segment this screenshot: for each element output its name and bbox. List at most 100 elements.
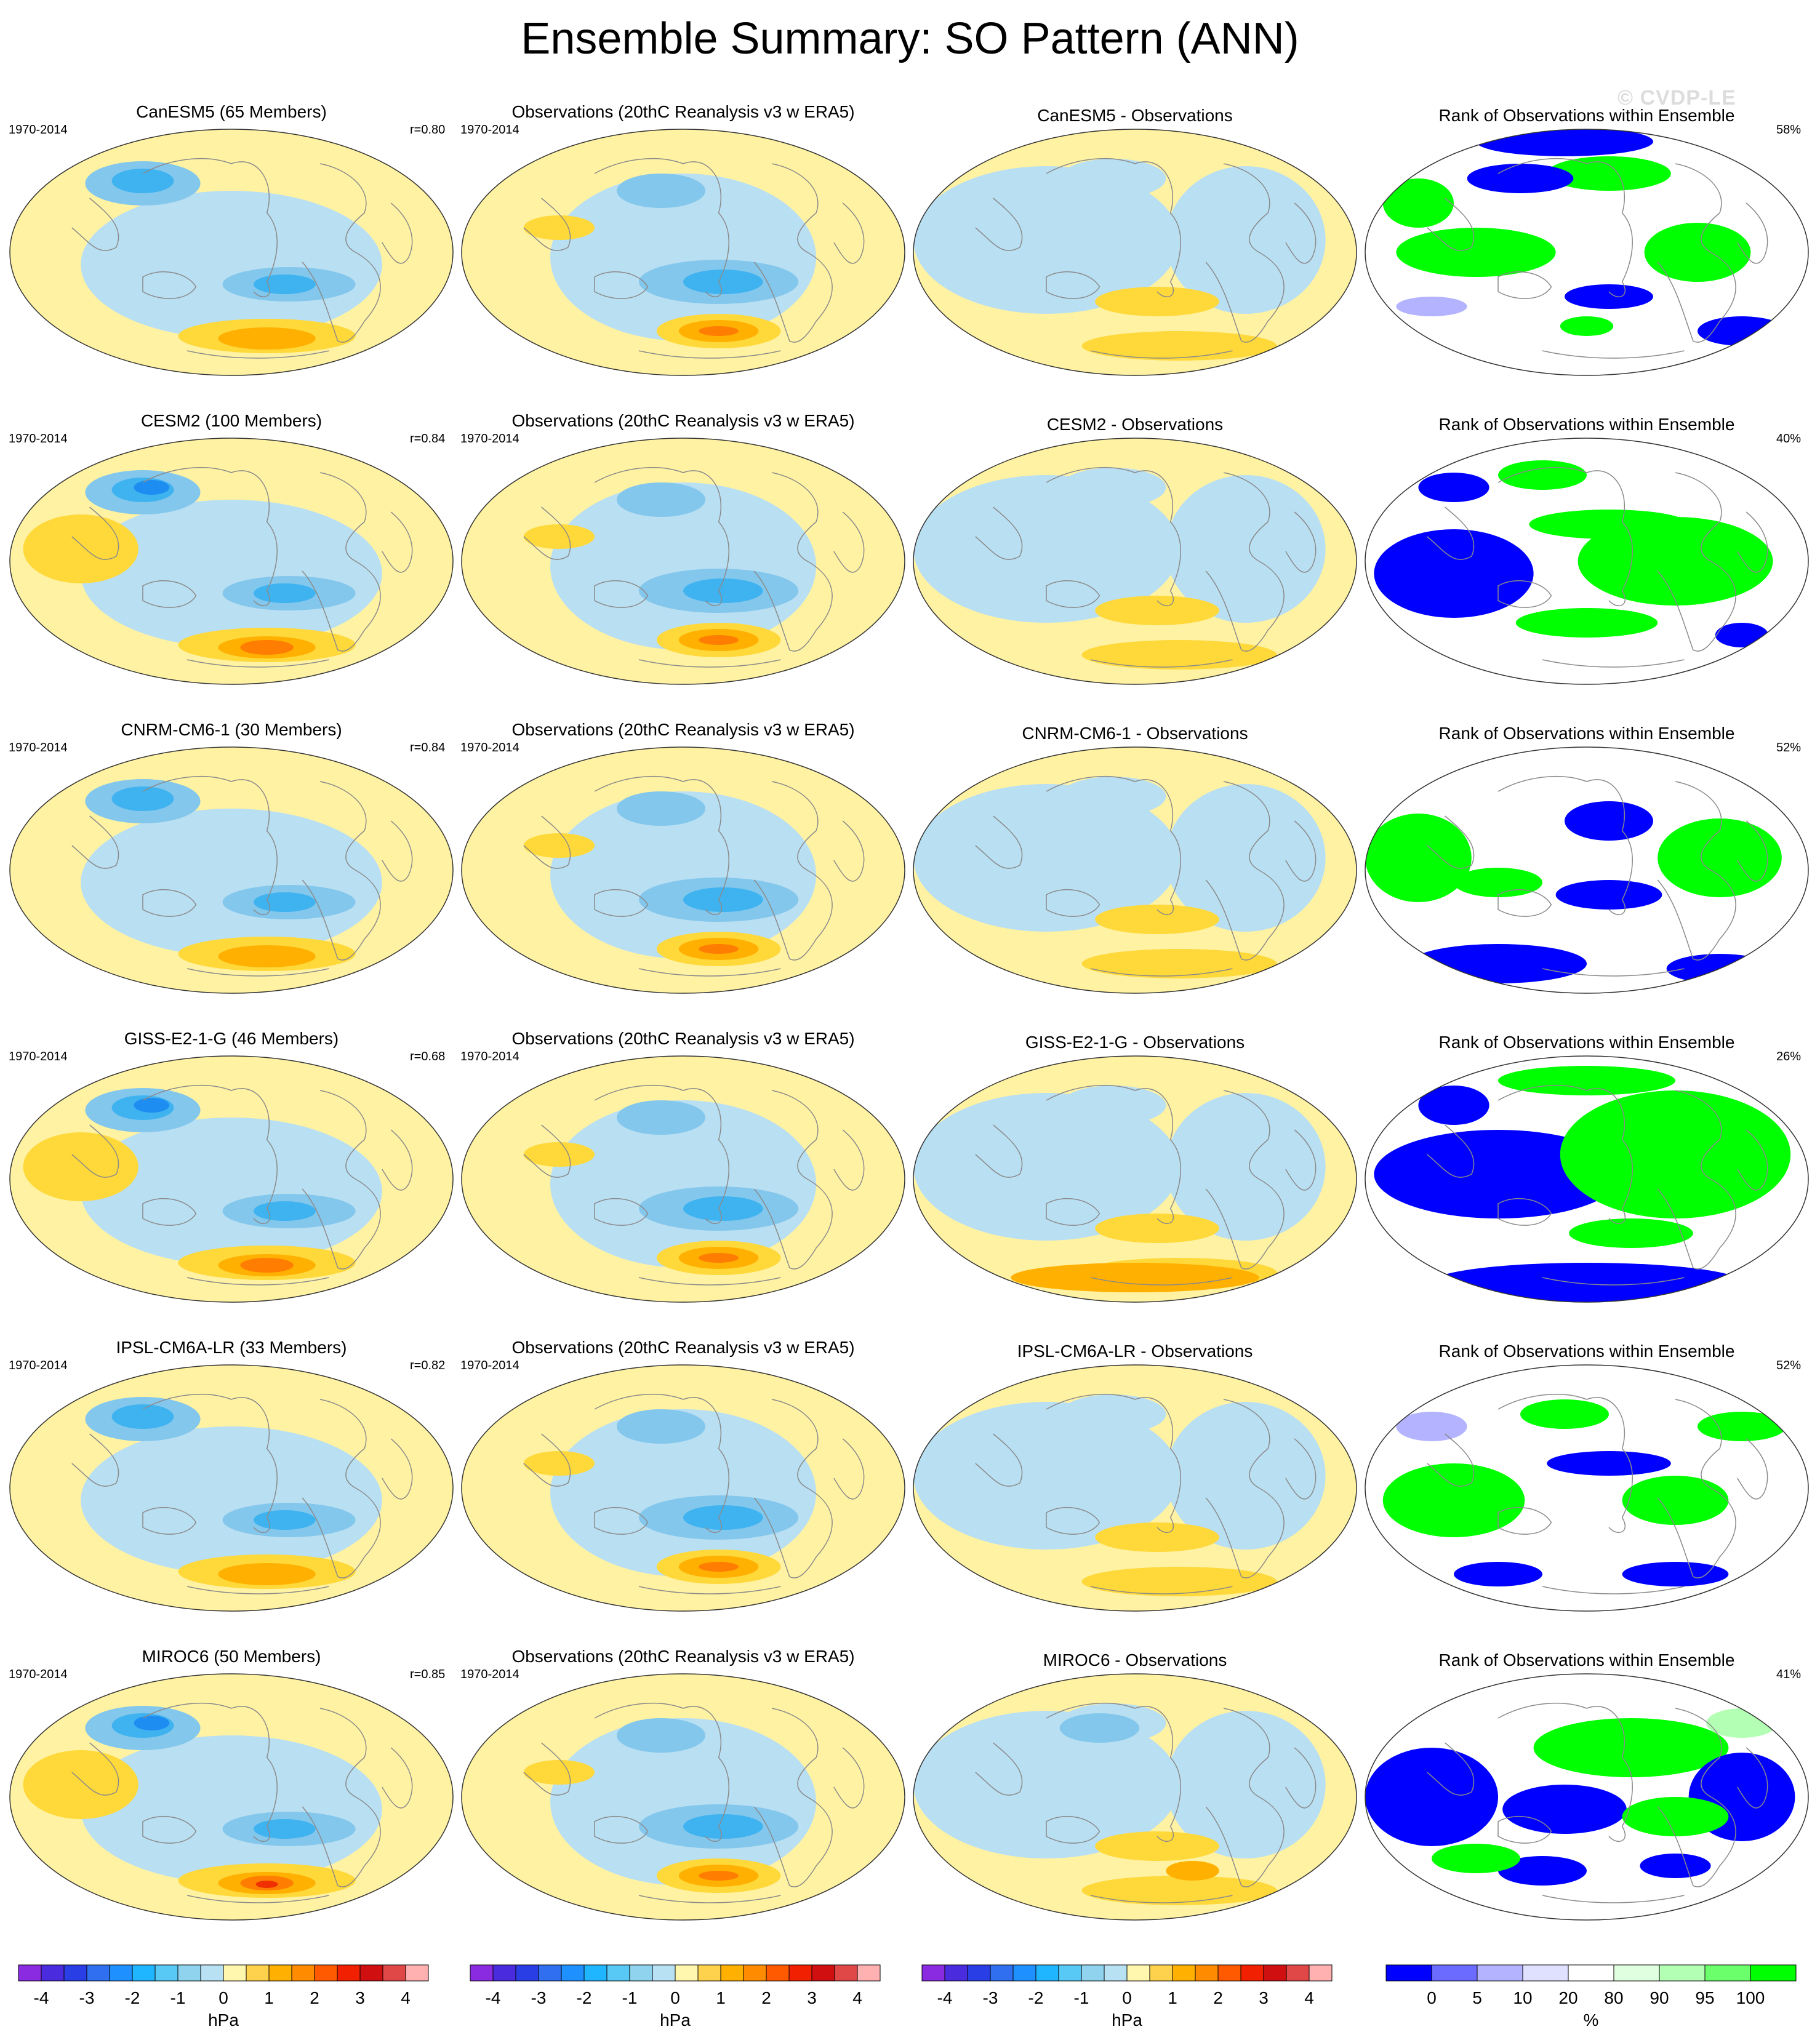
colorbar-tick: 0 xyxy=(1122,1988,1132,2007)
colorbar-tick: -4 xyxy=(485,1988,501,2007)
rank-percent: 52% xyxy=(1776,1359,1802,1372)
colorbar-unit: hPa xyxy=(660,2010,691,2030)
obs-title: Observations (20thC Reanalysis v3 w ERA5… xyxy=(511,411,855,430)
rank-map xyxy=(1365,746,1809,994)
watermark: © CVDP-LE xyxy=(1618,86,1736,110)
diff-map xyxy=(913,1055,1357,1303)
obs-title: Observations (20thC Reanalysis v3 w ERA5… xyxy=(511,1338,855,1357)
rank-percent: 26% xyxy=(1776,1050,1802,1063)
period-label: 1970-2014 xyxy=(460,1359,519,1372)
obs-title: Observations (20thC Reanalysis v3 w ERA5… xyxy=(511,720,855,739)
diff-map xyxy=(913,438,1357,685)
rank-title: Rank of Observations within Ensemble xyxy=(1438,1650,1735,1670)
hpa-colorbar xyxy=(470,1964,881,1982)
obs-title: Observations (20thC Reanalysis v3 w ERA5… xyxy=(511,1647,855,1666)
colorbar-unit: hPa xyxy=(1112,2010,1142,2030)
diff-title: MIROC6 - Observations xyxy=(1043,1650,1227,1670)
colorbar-tick: 4 xyxy=(852,1988,862,2007)
colorbar-tick: 3 xyxy=(807,1988,817,2007)
obs-map xyxy=(461,1055,905,1303)
model-map xyxy=(9,1673,454,1921)
period-label: 1970-2014 xyxy=(9,741,68,754)
rank-percent: 52% xyxy=(1776,741,1802,754)
rank-colorbar xyxy=(1385,1964,1797,1982)
diff-map xyxy=(913,746,1357,994)
diff-title: CESM2 - Observations xyxy=(1046,415,1224,434)
rank-percent: 41% xyxy=(1776,1668,1802,1681)
colorbar-tick: -2 xyxy=(576,1988,592,2007)
colorbar-tick: 90 xyxy=(1650,1988,1669,2007)
colorbar-tick: 2 xyxy=(310,1988,319,2007)
period-label: 1970-2014 xyxy=(460,123,519,137)
rank-title: Rank of Observations within Ensemble xyxy=(1438,1342,1735,1361)
diff-title: GISS-E2-1-G - Observations xyxy=(1025,1033,1245,1052)
colorbar-tick: -3 xyxy=(79,1988,95,2007)
r-value: r=0.85 xyxy=(410,1668,446,1681)
colorbar-tick: 4 xyxy=(401,1988,411,2007)
diff-title: IPSL-CM6A-LR - Observations xyxy=(1017,1342,1253,1361)
colorbar-tick: -1 xyxy=(170,1988,186,2007)
rank-map xyxy=(1365,1673,1809,1921)
colorbar-tick: 0 xyxy=(218,1988,228,2007)
colorbar-tick: -2 xyxy=(1028,1988,1044,2007)
r-value: r=0.84 xyxy=(410,741,446,754)
colorbar-tick: 1 xyxy=(264,1988,274,2007)
model-title: MIROC6 (50 Members) xyxy=(142,1647,321,1666)
colorbar-tick: 20 xyxy=(1558,1988,1578,2007)
colorbar-tick: 3 xyxy=(1259,1988,1269,2007)
r-value: r=0.80 xyxy=(410,123,446,137)
model-map xyxy=(9,129,454,376)
model-map xyxy=(9,746,454,994)
colorbar-tick: -3 xyxy=(531,1988,547,2007)
colorbar-tick: 2 xyxy=(1213,1988,1223,2007)
rank-title: Rank of Observations within Ensemble xyxy=(1438,724,1735,743)
period-label: 1970-2014 xyxy=(9,123,68,137)
colorbar-tick: 5 xyxy=(1472,1988,1482,2007)
obs-map xyxy=(461,129,905,376)
colorbar-tick: -4 xyxy=(33,1988,49,2007)
obs-title: Observations (20thC Reanalysis v3 w ERA5… xyxy=(511,1029,855,1048)
model-title: CanESM5 (65 Members) xyxy=(136,102,327,121)
model-title: GISS-E2-1-G (46 Members) xyxy=(124,1029,339,1048)
rank-map xyxy=(1365,129,1809,376)
obs-title: Observations (20thC Reanalysis v3 w ERA5… xyxy=(511,102,855,121)
diff-title: CNRM-CM6-1 - Observations xyxy=(1022,724,1248,743)
period-label: 1970-2014 xyxy=(460,432,519,446)
model-title: CNRM-CM6-1 (30 Members) xyxy=(121,720,342,739)
colorbar-tick: 1 xyxy=(716,1988,726,2007)
colorbar-tick: 0 xyxy=(1427,1988,1437,2007)
rank-title: Rank of Observations within Ensemble xyxy=(1438,415,1735,434)
colorbar-tick: -1 xyxy=(1073,1988,1089,2007)
model-map xyxy=(9,438,454,685)
rank-map xyxy=(1365,438,1809,685)
rank-title: Rank of Observations within Ensemble xyxy=(1438,106,1735,125)
model-title: IPSL-CM6A-LR (33 Members) xyxy=(116,1338,347,1357)
obs-map xyxy=(461,438,905,685)
model-title: CESM2 (100 Members) xyxy=(140,411,323,430)
period-label: 1970-2014 xyxy=(9,1359,68,1372)
obs-map xyxy=(461,746,905,994)
diff-title: CanESM5 - Observations xyxy=(1037,106,1233,125)
rank-percent: 40% xyxy=(1776,432,1802,446)
period-label: 1970-2014 xyxy=(9,1668,68,1681)
rank-percent: 58% xyxy=(1776,123,1802,137)
colorbar-tick: 3 xyxy=(355,1988,365,2007)
period-label: 1970-2014 xyxy=(9,432,68,446)
r-value: r=0.84 xyxy=(410,432,446,446)
hpa-colorbar xyxy=(18,1964,429,1982)
diff-map xyxy=(913,129,1357,376)
colorbar-tick: 1 xyxy=(1168,1988,1177,2007)
colorbar-unit: % xyxy=(1583,2010,1599,2030)
colorbar-tick: 2 xyxy=(761,1988,771,2007)
colorbar-tick: 4 xyxy=(1304,1988,1314,2007)
colorbar-tick: -2 xyxy=(124,1988,140,2007)
colorbar-tick: 100 xyxy=(1736,1988,1765,2007)
colorbar-tick: -1 xyxy=(622,1988,638,2007)
obs-map xyxy=(461,1673,905,1921)
rank-title: Rank of Observations within Ensemble xyxy=(1438,1033,1735,1052)
r-value: r=0.68 xyxy=(410,1050,446,1063)
model-map xyxy=(9,1364,454,1612)
colorbar-tick: 0 xyxy=(670,1988,680,2007)
period-label: 1970-2014 xyxy=(460,1050,519,1063)
